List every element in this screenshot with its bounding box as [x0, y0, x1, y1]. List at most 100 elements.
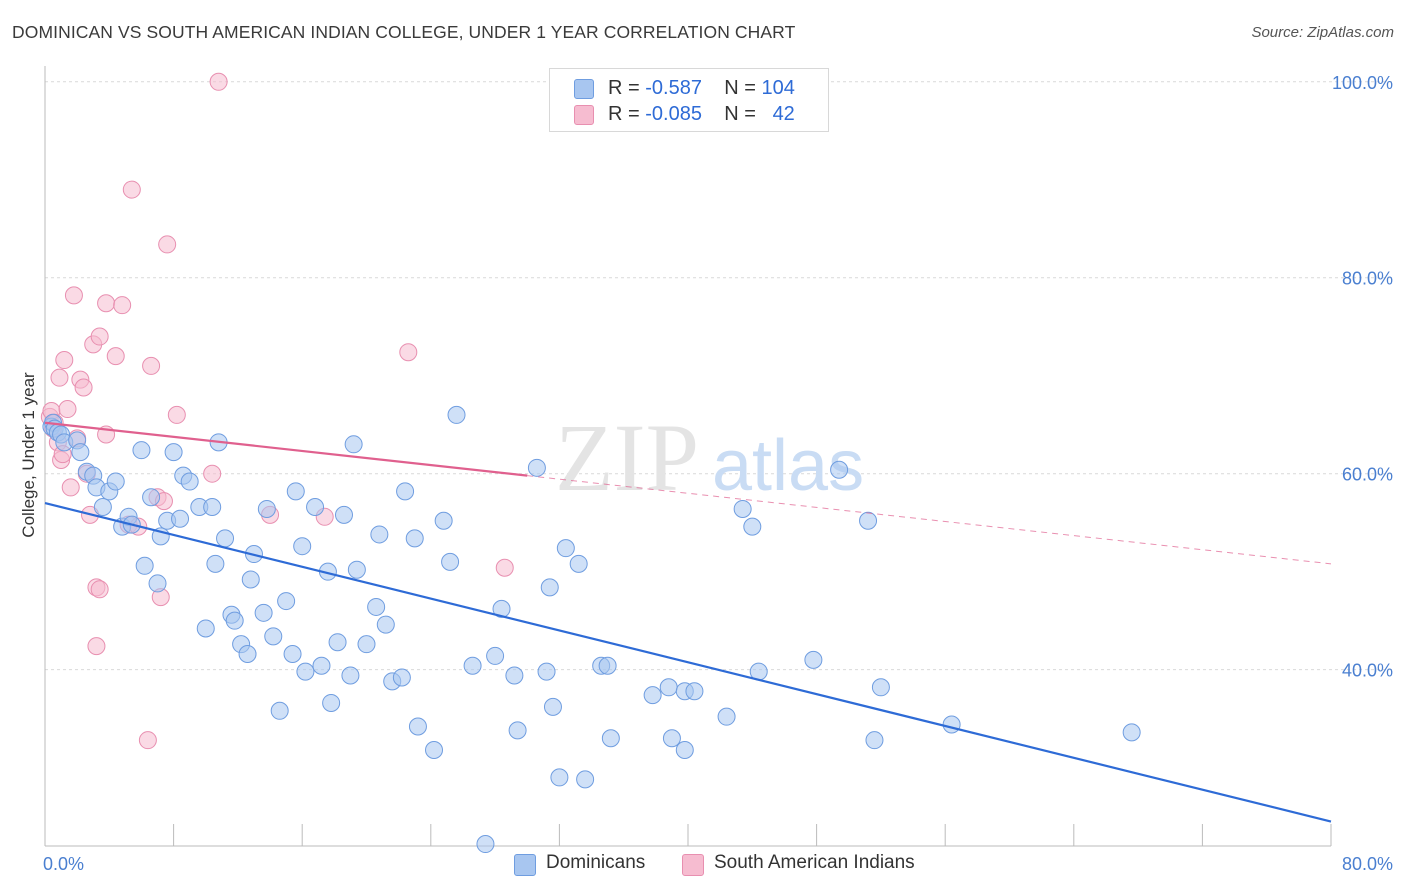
data-point-dominicans	[196, 619, 215, 638]
legend-n-value: 104	[761, 77, 795, 99]
y-axis-title: College, Under 1 year	[19, 372, 38, 538]
data-point-dominicans	[296, 662, 315, 681]
legend-swatch-blue	[574, 79, 594, 99]
data-point-dominicans	[241, 570, 260, 589]
data-point-dominicans	[569, 554, 588, 573]
data-point-dominicans	[376, 615, 395, 634]
data-point-dominicans	[312, 656, 331, 675]
data-point-dominicans	[550, 768, 569, 787]
data-point-dominicans	[662, 729, 681, 748]
data-point-dominicans	[135, 556, 154, 575]
y-tick-label: 60.0%	[1342, 465, 1393, 485]
data-point-dominicans	[322, 693, 341, 712]
x-tick-label: 80.0%	[1342, 854, 1393, 874]
data-point-dominicans	[830, 460, 849, 479]
data-point-dominicans	[206, 554, 225, 573]
data-point-dominicans	[463, 656, 482, 675]
trend-line-south-american-indians	[44, 421, 528, 477]
data-point-dominicans	[717, 707, 736, 726]
data-point-dominicans	[225, 611, 244, 630]
data-point-dominicans	[685, 682, 704, 701]
legend-n-value: 42	[772, 103, 795, 125]
data-point-dominicans	[142, 488, 161, 507]
bottom-legend-label: South American Indians	[714, 852, 915, 873]
data-point-dominicans	[508, 721, 527, 740]
data-point-dominicans	[334, 505, 353, 524]
data-point-dominicans	[293, 537, 312, 556]
legend: R = -0.587 N = 104 R = -0.085 N = 42	[549, 68, 829, 132]
data-point-dominicans	[341, 666, 360, 685]
data-point-south-american-indians	[90, 580, 109, 599]
data-point-dominicans	[392, 668, 411, 687]
data-point-dominicans	[942, 715, 961, 734]
data-point-dominicans	[601, 729, 620, 748]
data-point-dominicans	[492, 599, 511, 618]
legend-r-label: R =	[608, 77, 640, 99]
data-point-dominicans	[180, 472, 199, 491]
data-point-dominicans	[505, 666, 524, 685]
data-point-dominicans	[408, 717, 427, 736]
data-point-dominicans	[537, 662, 556, 681]
source-label: Source: ZipAtlas.com	[1251, 24, 1394, 41]
data-point-dominicans	[286, 482, 305, 501]
data-point-dominicans	[396, 482, 415, 501]
data-point-dominicans	[1122, 723, 1141, 742]
watermark-zip: ZIP	[555, 404, 699, 511]
data-point-dominicans	[675, 740, 694, 759]
data-point-south-american-indians	[50, 368, 69, 387]
bottom-legend-swatch-pink	[682, 854, 704, 876]
trend-line-south-american-indians-extension	[527, 475, 1332, 565]
data-point-dominicans	[148, 574, 167, 593]
data-point-dominicans	[865, 731, 884, 750]
data-point-south-american-indians	[87, 637, 106, 656]
bottom-legend-swatch-blue	[514, 854, 536, 876]
data-point-dominicans	[540, 578, 559, 597]
data-point-south-american-indians	[122, 180, 141, 199]
legend-n-label: N =	[724, 103, 756, 125]
data-point-dominicans	[347, 560, 366, 579]
data-point-dominicans	[328, 633, 347, 652]
legend-swatch-pink	[574, 105, 594, 125]
y-tick-label: 80.0%	[1342, 269, 1393, 289]
data-point-dominicans	[804, 650, 823, 669]
axes	[44, 66, 1332, 847]
data-point-dominicans	[476, 835, 495, 854]
watermark: ZIP atlas	[555, 404, 864, 511]
data-point-dominicans	[543, 697, 562, 716]
data-point-dominicans	[859, 511, 878, 530]
data-point-dominicans	[171, 509, 190, 528]
data-point-south-american-indians	[55, 351, 74, 370]
data-point-south-american-indians	[158, 235, 177, 254]
data-point-south-american-indians	[64, 286, 83, 305]
data-point-dominicans	[270, 701, 289, 720]
data-point-dominicans	[203, 498, 222, 517]
data-point-dominicans	[264, 627, 283, 646]
data-point-south-american-indians	[495, 558, 514, 577]
y-tick-label: 40.0%	[1342, 661, 1393, 681]
data-point-south-american-indians	[58, 400, 77, 419]
data-point-dominicans	[164, 443, 183, 462]
chart-title: DOMINICAN VS SOUTH AMERICAN INDIAN COLLE…	[12, 22, 796, 42]
legend-r-value: -0.085	[645, 103, 702, 125]
data-point-dominicans	[434, 511, 453, 530]
data-point-south-american-indians	[97, 294, 116, 313]
data-point-dominicans	[216, 529, 235, 548]
data-point-south-american-indians	[113, 296, 132, 315]
data-point-dominicans	[277, 592, 296, 611]
data-point-dominicans	[254, 603, 273, 622]
data-point-dominicans	[93, 498, 112, 517]
data-point-dominicans	[71, 443, 90, 462]
data-point-dominicans	[447, 405, 466, 424]
data-point-south-american-indians	[167, 405, 186, 424]
data-point-south-american-indians	[106, 347, 125, 366]
legend-n-label: N =	[724, 77, 756, 99]
x-tick-label: 0.0%	[43, 854, 84, 874]
data-point-dominicans	[733, 499, 752, 518]
series-south-american-indians	[40, 72, 514, 750]
y-tick-label: 100.0%	[1332, 73, 1393, 93]
data-point-dominicans	[405, 529, 424, 548]
data-point-dominicans	[425, 740, 444, 759]
data-point-dominicans	[441, 552, 460, 571]
data-point-south-american-indians	[209, 72, 228, 91]
data-point-dominicans	[743, 517, 762, 536]
